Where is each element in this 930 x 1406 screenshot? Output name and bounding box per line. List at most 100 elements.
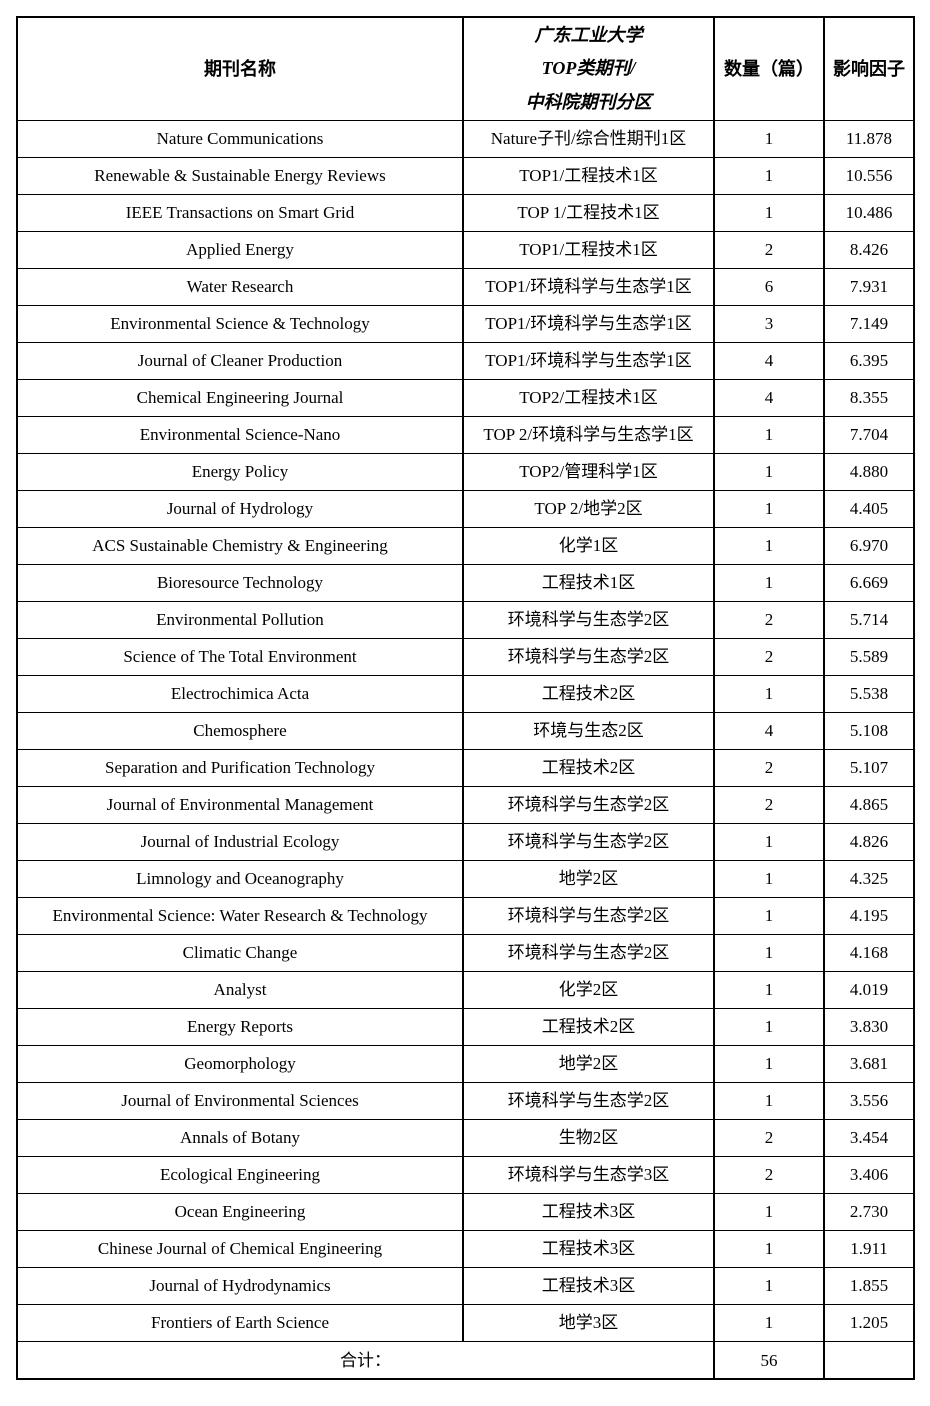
impact-factor-cell: 2.730 bbox=[823, 1192, 915, 1231]
impact-factor-cell: 1.911 bbox=[823, 1229, 915, 1268]
count-cell: 1 bbox=[713, 1266, 825, 1305]
journal-name-cell: Journal of Environmental Sciences bbox=[16, 1081, 464, 1120]
count-cell: 4 bbox=[713, 341, 825, 380]
table-row: Chinese Journal of Chemical Engineering … bbox=[16, 1229, 915, 1268]
category-cell: 工程技术2区 bbox=[462, 1007, 715, 1046]
category-cell: 环境科学与生态学3区 bbox=[462, 1155, 715, 1194]
count-cell: 2 bbox=[713, 785, 825, 824]
category-cell: 工程技术1区 bbox=[462, 563, 715, 602]
journal-name-cell: Ocean Engineering bbox=[16, 1192, 464, 1231]
count-cell: 1 bbox=[713, 563, 825, 602]
journal-name-cell: Chemosphere bbox=[16, 711, 464, 750]
category-cell: 环境科学与生态学2区 bbox=[462, 822, 715, 861]
impact-factor-cell: 4.325 bbox=[823, 859, 915, 898]
journal-name-cell: Nature Communications bbox=[16, 119, 464, 158]
journal-name-cell: Chinese Journal of Chemical Engineering bbox=[16, 1229, 464, 1268]
table-row: Journal of Cleaner Production TOP1/环境科学与… bbox=[16, 341, 915, 380]
header-category-line-2: TOP类期刊/ bbox=[541, 58, 636, 79]
total-row: 合计： 56 bbox=[16, 1340, 915, 1380]
count-cell: 1 bbox=[713, 1303, 825, 1342]
journal-name-cell: ACS Sustainable Chemistry & Engineering bbox=[16, 526, 464, 565]
table-row: Energy Reports 工程技术2区 1 3.830 bbox=[16, 1007, 915, 1046]
journal-name-cell: Ecological Engineering bbox=[16, 1155, 464, 1194]
count-cell: 2 bbox=[713, 1118, 825, 1157]
count-cell: 1 bbox=[713, 526, 825, 565]
count-cell: 4 bbox=[713, 711, 825, 750]
category-cell: 化学1区 bbox=[462, 526, 715, 565]
table-row: Limnology and Oceanography 地学2区 1 4.325 bbox=[16, 859, 915, 898]
impact-factor-cell: 4.019 bbox=[823, 970, 915, 1009]
impact-factor-cell: 1.855 bbox=[823, 1266, 915, 1305]
journal-name-cell: Science of The Total Environment bbox=[16, 637, 464, 676]
table-row: Renewable & Sustainable Energy Reviews T… bbox=[16, 156, 915, 195]
category-cell: 工程技术3区 bbox=[462, 1266, 715, 1305]
category-cell: 环境科学与生态学2区 bbox=[462, 933, 715, 972]
journal-name-cell: Journal of Hydrology bbox=[16, 489, 464, 528]
journal-name-cell: Annals of Botany bbox=[16, 1118, 464, 1157]
impact-factor-cell: 8.355 bbox=[823, 378, 915, 417]
journal-name-cell: Journal of Environmental Management bbox=[16, 785, 464, 824]
category-cell: 化学2区 bbox=[462, 970, 715, 1009]
category-cell: 生物2区 bbox=[462, 1118, 715, 1157]
count-cell: 1 bbox=[713, 822, 825, 861]
impact-factor-cell: 3.830 bbox=[823, 1007, 915, 1046]
category-cell: 环境科学与生态学2区 bbox=[462, 637, 715, 676]
count-cell: 2 bbox=[713, 230, 825, 269]
impact-factor-cell: 3.556 bbox=[823, 1081, 915, 1120]
journal-name-cell: Applied Energy bbox=[16, 230, 464, 269]
journal-name-cell: Renewable & Sustainable Energy Reviews bbox=[16, 156, 464, 195]
table-row: Chemical Engineering Journal TOP2/工程技术1区… bbox=[16, 378, 915, 417]
table-row: Separation and Purification Technology 工… bbox=[16, 748, 915, 787]
journal-name-cell: Environmental Science-Nano bbox=[16, 415, 464, 454]
category-cell: 工程技术3区 bbox=[462, 1192, 715, 1231]
header-category-line-3: 中科院期刊分区 bbox=[525, 91, 652, 112]
total-count: 56 bbox=[713, 1340, 825, 1380]
impact-factor-cell: 6.669 bbox=[823, 563, 915, 602]
total-label: 合计： bbox=[16, 1340, 715, 1380]
table-row: Frontiers of Earth Science 地学3区 1 1.205 bbox=[16, 1303, 915, 1342]
journal-name-cell: Chemical Engineering Journal bbox=[16, 378, 464, 417]
count-cell: 1 bbox=[713, 489, 825, 528]
category-cell: TOP2/工程技术1区 bbox=[462, 378, 715, 417]
category-cell: TOP 1/工程技术1区 bbox=[462, 193, 715, 232]
category-cell: 环境科学与生态学2区 bbox=[462, 785, 715, 824]
count-cell: 1 bbox=[713, 1044, 825, 1083]
table-row: Applied Energy TOP1/工程技术1区 2 8.426 bbox=[16, 230, 915, 269]
count-cell: 2 bbox=[713, 1155, 825, 1194]
header-impact-factor: 影响因子 bbox=[823, 16, 915, 121]
impact-factor-cell: 4.195 bbox=[823, 896, 915, 935]
impact-factor-cell: 10.486 bbox=[823, 193, 915, 232]
header-category-line-1: 广东工业大学 bbox=[534, 25, 643, 45]
journal-name-cell: Journal of Industrial Ecology bbox=[16, 822, 464, 861]
table-row: Geomorphology 地学2区 1 3.681 bbox=[16, 1044, 915, 1083]
impact-factor-cell: 5.714 bbox=[823, 600, 915, 639]
table-row: Chemosphere 环境与生态2区 4 5.108 bbox=[16, 711, 915, 750]
table-row: Analyst 化学2区 1 4.019 bbox=[16, 970, 915, 1009]
category-cell: 地学3区 bbox=[462, 1303, 715, 1342]
impact-factor-cell: 5.108 bbox=[823, 711, 915, 750]
impact-factor-cell: 8.426 bbox=[823, 230, 915, 269]
category-cell: 环境科学与生态学2区 bbox=[462, 1081, 715, 1120]
category-cell: TOP 2/环境科学与生态学1区 bbox=[462, 415, 715, 454]
count-cell: 1 bbox=[713, 1007, 825, 1046]
category-cell: 工程技术2区 bbox=[462, 748, 715, 787]
category-cell: 地学2区 bbox=[462, 859, 715, 898]
count-cell: 4 bbox=[713, 378, 825, 417]
count-cell: 1 bbox=[713, 156, 825, 195]
table-row: Environmental Science & Technology TOP1/… bbox=[16, 304, 915, 343]
count-cell: 1 bbox=[713, 896, 825, 935]
journal-name-cell: IEEE Transactions on Smart Grid bbox=[16, 193, 464, 232]
table-row: IEEE Transactions on Smart Grid TOP 1/工程… bbox=[16, 193, 915, 232]
header-category: 广东工业大学 TOP类期刊/ 中科院期刊分区 bbox=[462, 16, 715, 121]
journal-name-cell: Analyst bbox=[16, 970, 464, 1009]
journal-rows: Nature Communications Nature子刊/综合性期刊1区 1… bbox=[16, 119, 915, 1342]
impact-factor-cell: 4.826 bbox=[823, 822, 915, 861]
table-row: Journal of Industrial Ecology 环境科学与生态学2区… bbox=[16, 822, 915, 861]
impact-factor-cell: 6.395 bbox=[823, 341, 915, 380]
header-count: 数量（篇） bbox=[713, 16, 825, 121]
table-row: Journal of Environmental Sciences 环境科学与生… bbox=[16, 1081, 915, 1120]
count-cell: 1 bbox=[713, 1192, 825, 1231]
count-cell: 1 bbox=[713, 193, 825, 232]
total-impact bbox=[823, 1340, 915, 1380]
journal-name-cell: Journal of Hydrodynamics bbox=[16, 1266, 464, 1305]
